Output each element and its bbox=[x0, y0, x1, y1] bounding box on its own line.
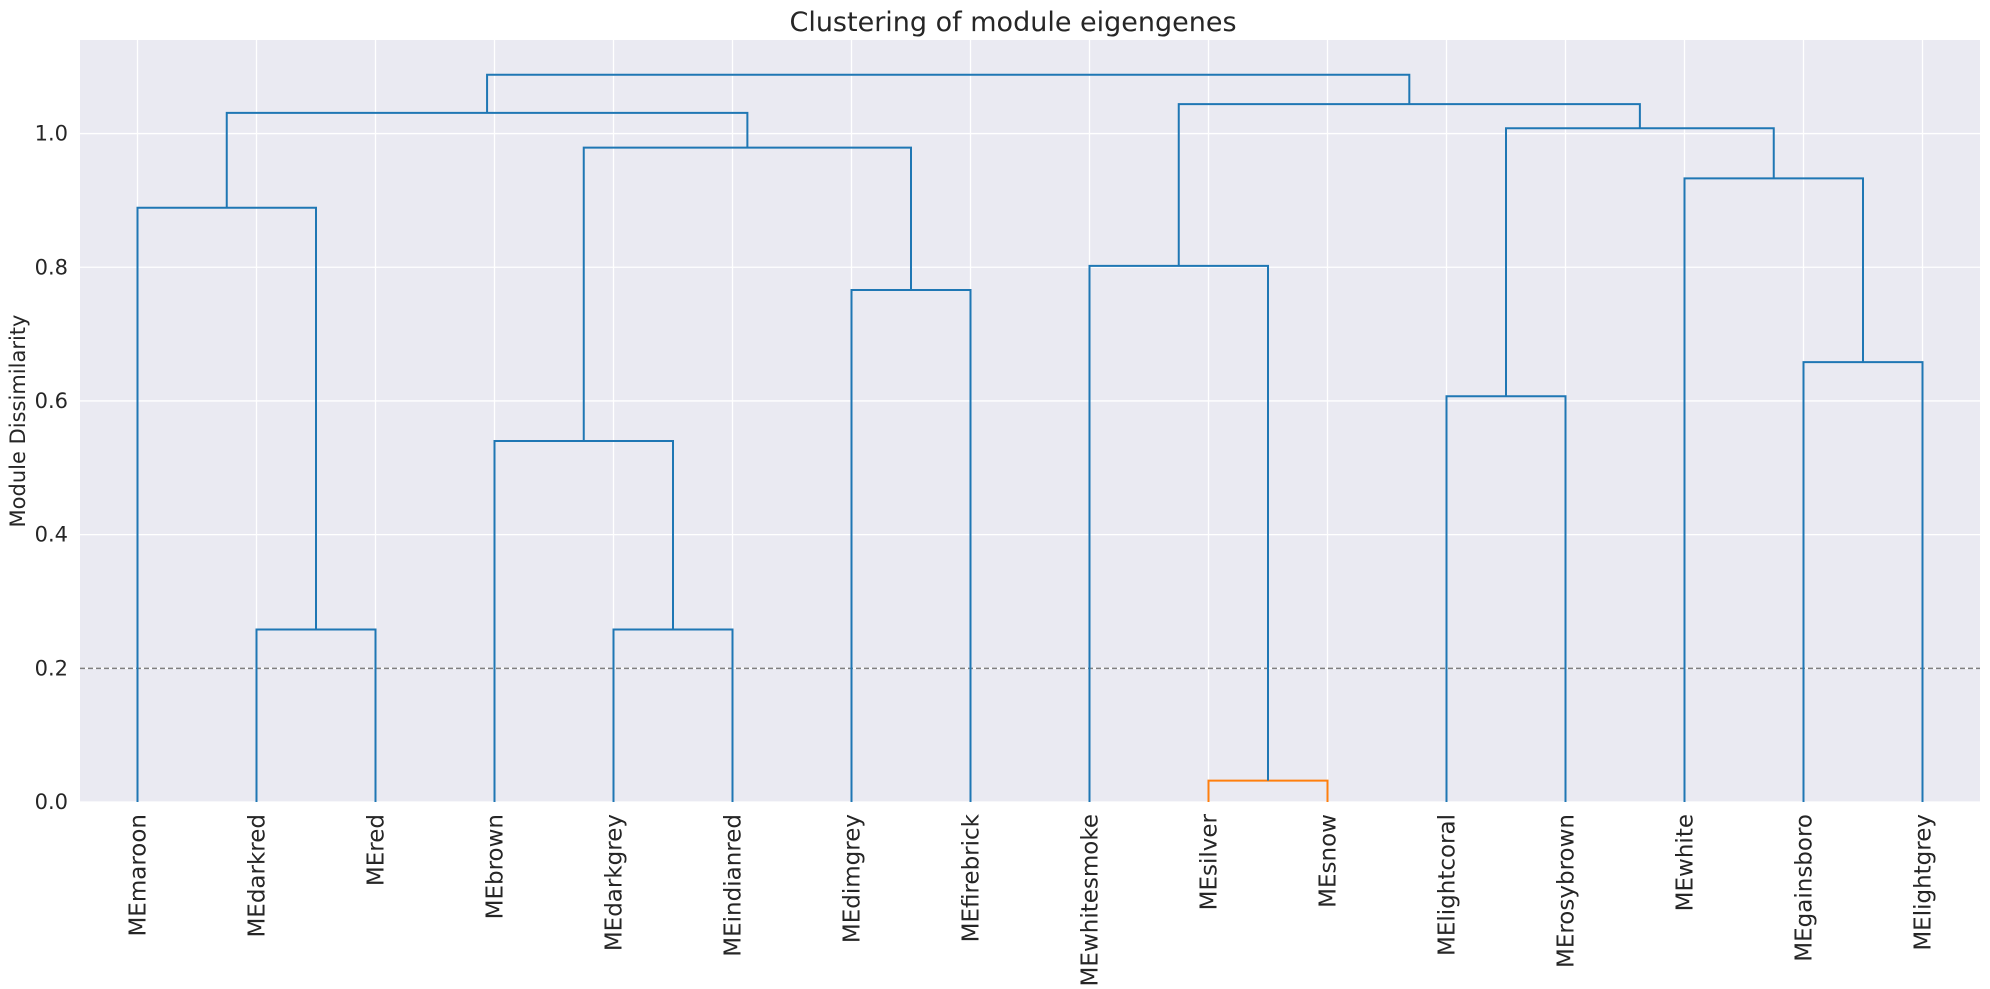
leaf-label: MEsilver bbox=[1197, 813, 1223, 910]
dendrogram-link bbox=[493, 440, 674, 802]
x-axis-leaf-labels: MEmaroon MEdarkred MEred MEbrown MEdarkgrey M… bbox=[126, 813, 1937, 986]
y-axis-label: Module Dissimilarity bbox=[6, 315, 30, 528]
leaf-label: MEmaroon bbox=[126, 814, 152, 937]
dendrogram-link bbox=[136, 206, 317, 802]
leaf-label: MEdarkgrey bbox=[602, 814, 628, 951]
leaf-label: MElightgrey bbox=[1911, 814, 1937, 951]
dendrogram-link bbox=[582, 146, 912, 442]
y-tick-label: 0.2 bbox=[35, 656, 68, 680]
y-tick-label: 0.0 bbox=[35, 790, 68, 814]
y-tick-label: 0.8 bbox=[35, 255, 68, 279]
leaf-label: MErosybrown bbox=[1554, 814, 1580, 968]
y-tick-label: 0.6 bbox=[35, 389, 68, 413]
dendrogram-links bbox=[136, 73, 1924, 802]
leaf-label: MEdarkred bbox=[245, 814, 271, 938]
leaf-label: MEfirebrick bbox=[959, 813, 985, 942]
leaf-label: MElightcoral bbox=[1435, 814, 1461, 956]
dendrogram-link bbox=[1802, 361, 1924, 802]
chart-title: Clustering of module eigengenes bbox=[789, 7, 1236, 38]
y-axis-ticks: 0.0 0.2 0.4 0.6 0.8 1.0 bbox=[35, 122, 68, 814]
leaf-label: MEwhite bbox=[1673, 814, 1699, 911]
dendrogram-link bbox=[1207, 779, 1329, 802]
leaf-label: MEindianred bbox=[721, 814, 747, 957]
leaf-label: MEred bbox=[364, 814, 390, 886]
y-tick-label: 0.4 bbox=[35, 523, 68, 547]
dendrogram-link bbox=[486, 73, 1411, 113]
dendrogram-link bbox=[225, 111, 749, 208]
plot-area bbox=[80, 40, 1980, 802]
dendrogram-link bbox=[1505, 127, 1775, 397]
leaf-label: MEwhitesmoke bbox=[1078, 814, 1104, 986]
y-tick-label: 1.0 bbox=[35, 122, 68, 146]
leaf-label: MEgainsboro bbox=[1792, 814, 1818, 962]
leaf-label: MEdimgrey bbox=[840, 814, 866, 943]
leaf-label: MEbrown bbox=[483, 814, 509, 919]
leaf-label: MEsnow bbox=[1316, 814, 1342, 908]
